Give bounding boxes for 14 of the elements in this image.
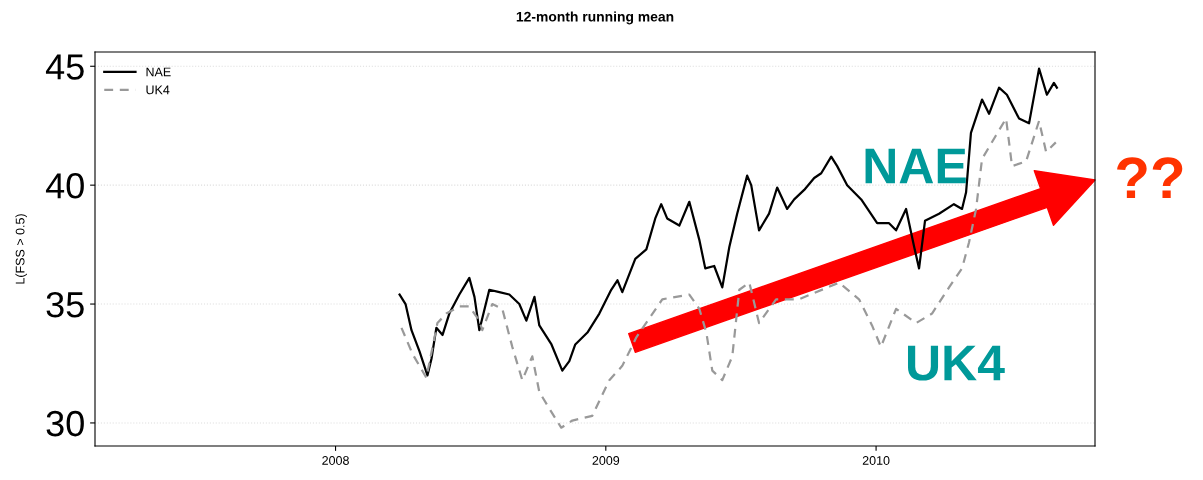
y-tick-label: 45 — [45, 54, 84, 80]
annotation: NAE — [865, 148, 966, 184]
x-tick-label: 2009 — [592, 456, 620, 465]
legend-label: UK4 — [146, 85, 170, 95]
chart-title: 12-month running mean — [516, 11, 674, 25]
y-axis-title: L(FSS > 0.5) — [15, 214, 27, 284]
x-tick-label: 2010 — [862, 456, 890, 465]
text: ?? — [1117, 157, 1183, 199]
y-tick-label: 40 — [45, 173, 84, 199]
annotation: UK4 — [907, 345, 1005, 381]
y-tick-label: 35 — [46, 291, 84, 318]
legend-label: NAE — [146, 67, 171, 77]
y-tick-label: 30 — [46, 410, 84, 437]
x-tick-label: 2008 — [322, 456, 349, 465]
